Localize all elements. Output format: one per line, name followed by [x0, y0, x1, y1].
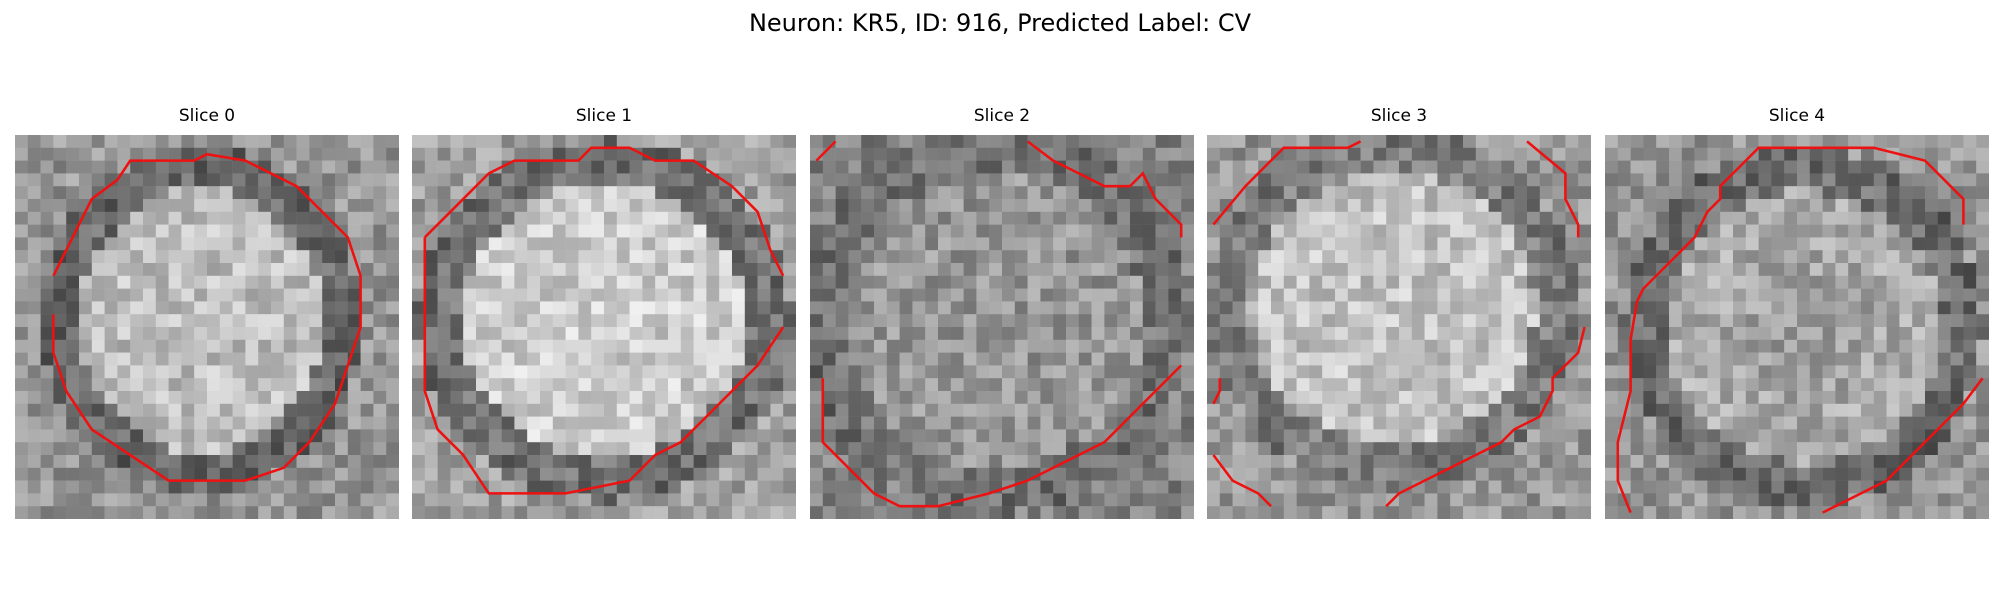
- contour-line: [52, 152, 362, 482]
- figure-title: Neuron: KR5, ID: 916, Predicted Label: C…: [748, 9, 1252, 37]
- contour-line: [1822, 377, 1984, 514]
- contour-line: [1026, 140, 1183, 238]
- contour-line: [423, 237, 785, 495]
- slice-panel-3: Slice 3: [1207, 105, 1591, 519]
- contour-line: [1526, 140, 1580, 238]
- slice-image: [412, 135, 796, 519]
- contour-line: [1212, 378, 1222, 405]
- contour-line: [1212, 454, 1272, 508]
- slice-image: [15, 135, 399, 519]
- contour-line: [815, 140, 837, 162]
- slice-title: Slice 2: [973, 106, 1031, 126]
- slice-title: Slice 1: [575, 106, 633, 126]
- slice-panel-0: Slice 0: [15, 105, 399, 519]
- slice-panel-4: Slice 4: [1605, 105, 1989, 519]
- slice-title: Slice 3: [1370, 106, 1428, 126]
- slice-image: [810, 135, 1194, 519]
- slice-title: Slice 0: [178, 106, 236, 126]
- slice-title: Slice 4: [1768, 106, 1826, 126]
- slice-image: [1605, 135, 1989, 519]
- slice-image: [1207, 135, 1591, 519]
- contour-line: [1616, 146, 1965, 514]
- slice-panel-1: Slice 1: [412, 105, 796, 519]
- contour-line: [821, 364, 1183, 508]
- contour-line: [423, 146, 785, 277]
- slice-panel-2: Slice 2: [810, 105, 1194, 519]
- contour-line: [1385, 326, 1586, 508]
- contour-line: [1212, 140, 1362, 226]
